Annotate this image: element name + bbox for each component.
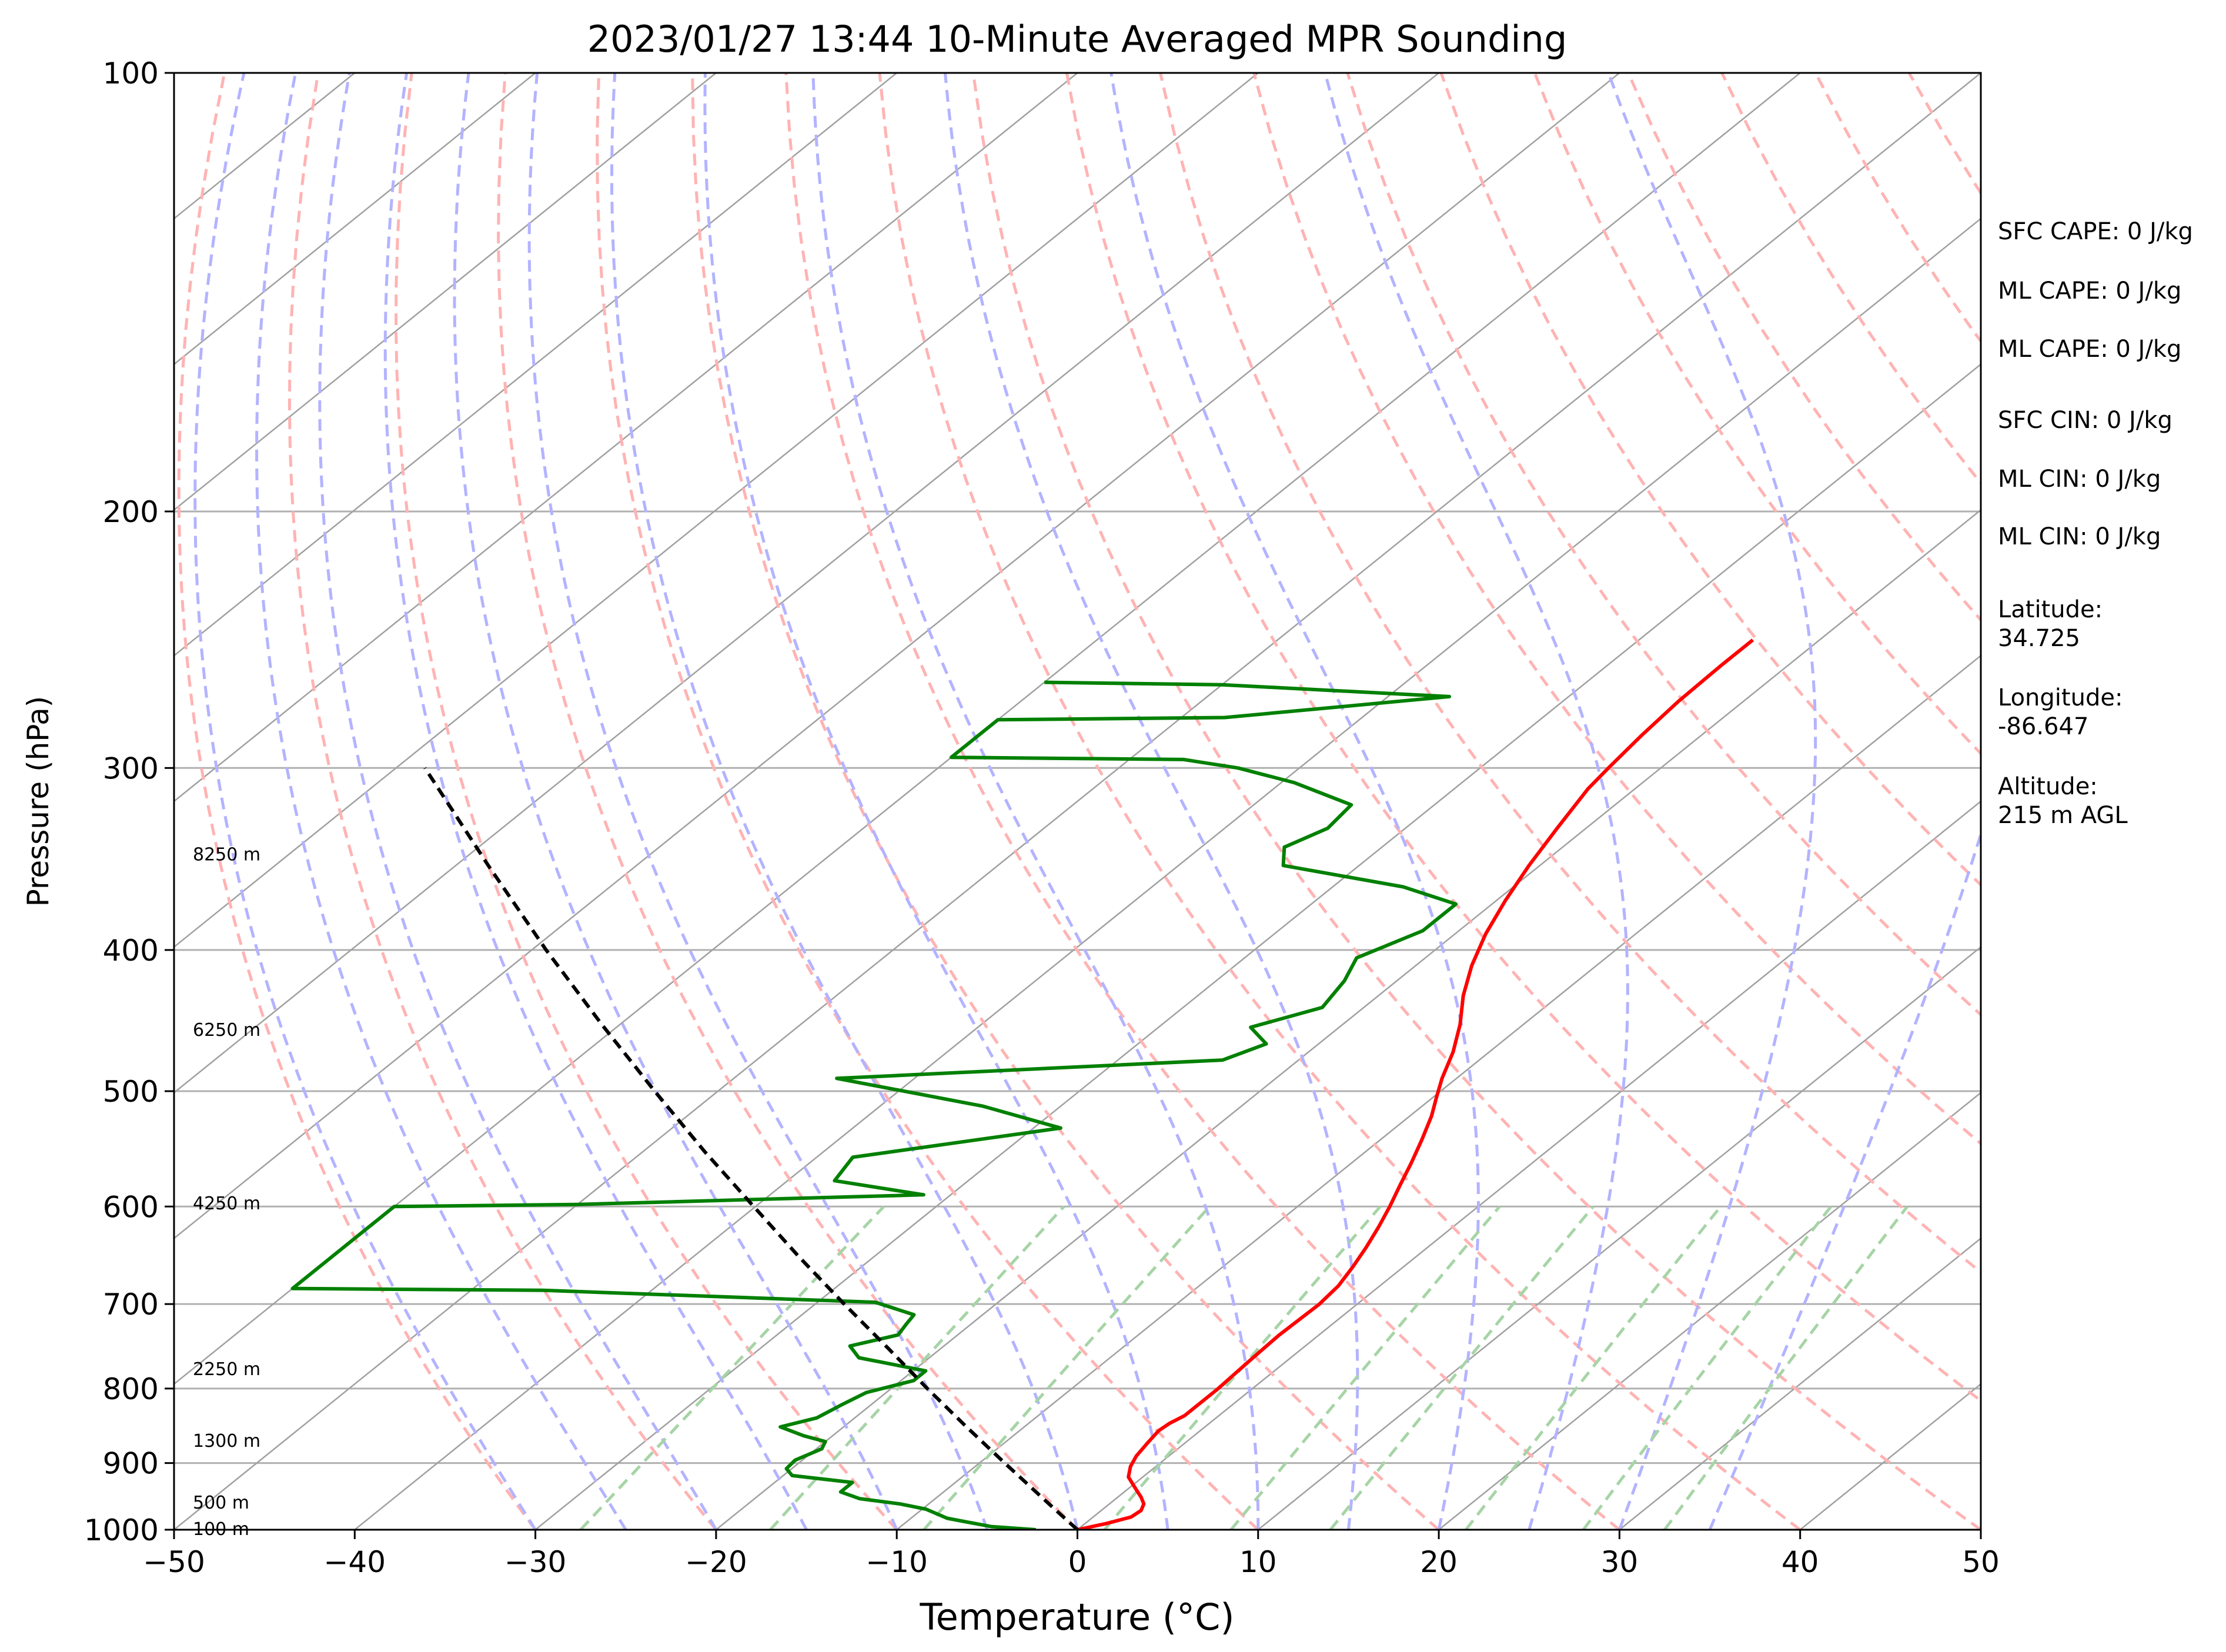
isotherm-line	[174, 73, 1620, 1240]
mixing-ratio-line	[579, 1205, 885, 1530]
dry-adiabat	[288, 73, 717, 1530]
mixing-ratio-line	[1229, 1205, 1501, 1530]
x-axis-label: Temperature (°C)	[919, 1596, 1234, 1638]
isotherm-line	[534, 363, 1981, 1530]
y-tick-label: 800	[103, 1372, 159, 1406]
isotherm-line	[174, 73, 536, 366]
parcel-path-trace	[423, 767, 1079, 1530]
temperature-trace	[1077, 638, 1754, 1530]
dewpoint-trace	[290, 680, 1458, 1530]
mixing-ratio-line	[1103, 1205, 1382, 1530]
isotherm-line	[174, 73, 717, 511]
moist-adiabat	[1607, 73, 1817, 1530]
chart-title: 2023/01/27 13:44 10-Minute Averaged MPR …	[587, 18, 1567, 61]
isotherm-line	[174, 73, 1259, 948]
moist-adiabat	[193, 73, 537, 1530]
moist-adiabat	[1109, 73, 1480, 1530]
isotherm-line	[174, 73, 1981, 1530]
moist-adiabat	[527, 73, 989, 1530]
height-label: 4250 m	[193, 1193, 260, 1214]
dry-adiabat	[1533, 73, 1981, 756]
dry-adiabat	[1346, 73, 1981, 1017]
x-tick-label: 20	[1420, 1545, 1458, 1579]
sounding-traces	[290, 638, 1754, 1530]
isotherm-line	[174, 73, 897, 657]
y-tick-label: 1000	[84, 1513, 159, 1547]
dry-adiabat	[1252, 73, 1981, 1146]
isotherm-line	[716, 509, 1981, 1530]
isotherm-line	[174, 73, 1078, 802]
isotherm-line	[1619, 1237, 1981, 1530]
info-line: Altitude: 215 m AGL	[1998, 773, 2128, 829]
x-axis-ticks: −50 −40 −30 −20 −10 0 10 20 30 40 50	[143, 1530, 2000, 1579]
x-tick-label: −40	[324, 1545, 386, 1579]
dry-adiabat	[1159, 73, 1981, 1274]
mixing-ratio-line	[1582, 1205, 1833, 1530]
height-label: 500 m	[193, 1493, 249, 1513]
x-tick-label: −20	[685, 1545, 747, 1579]
mixing-ratio-line	[769, 1205, 1065, 1530]
x-tick-label: 0	[1068, 1545, 1087, 1579]
y-tick-label: 100	[103, 56, 159, 91]
moist-adiabat	[383, 73, 808, 1530]
y-tick-label: 900	[103, 1447, 159, 1481]
isotherm-line	[354, 218, 1981, 1530]
mixing-ratio-line	[1329, 1205, 1595, 1530]
x-tick-label: −30	[504, 1545, 567, 1579]
info-line: ML CAPE: 0 J/kg	[1998, 277, 2181, 305]
height-label: 8250 m	[193, 845, 260, 865]
mixing-ratio-line	[1465, 1205, 1722, 1530]
y-axis-label: Pressure (hPa)	[21, 696, 55, 907]
dry-adiabat	[497, 73, 1079, 1530]
y-tick-label: 600	[103, 1190, 159, 1224]
y-tick-label: 700	[103, 1288, 159, 1322]
moist-adiabat	[811, 73, 1260, 1530]
dry-adiabat	[691, 73, 1440, 1530]
info-line: ML CIN: 0 J/kg	[1998, 523, 2161, 550]
dry-adiabat	[971, 73, 1981, 1530]
info-line: SFC CIN: 0 J/kg	[1998, 407, 2172, 434]
height-label: 2250 m	[193, 1359, 260, 1380]
isotherm-line	[174, 73, 1439, 1094]
dry-adiabat	[394, 73, 898, 1530]
mixing-ratio-line	[1663, 1205, 1909, 1530]
x-tick-label: 50	[1962, 1545, 2000, 1579]
moist-adiabat	[944, 73, 1359, 1530]
y-tick-label: 500	[103, 1075, 159, 1109]
info-line: ML CIN: 0 J/kg	[1998, 466, 2161, 493]
x-tick-label: −10	[865, 1545, 928, 1579]
y-tick-label: 300	[103, 751, 159, 785]
info-panel: SFC CAPE: 0 J/kg ML CAPE: 0 J/kg ML CAPE: …	[1998, 218, 2193, 829]
isotherm-line	[1438, 1091, 1981, 1530]
info-line: Latitude: 34.725	[1998, 596, 2103, 652]
moist-adiabat	[703, 73, 1169, 1530]
isotherm-line	[896, 654, 1981, 1530]
info-line: ML CAPE: 0 J/kg	[1998, 336, 2181, 363]
y-tick-label: 200	[103, 495, 159, 529]
height-label: 1300 m	[193, 1431, 260, 1452]
background-lines	[174, 73, 1981, 1530]
info-line: SFC CAPE: 0 J/kg	[1998, 218, 2193, 245]
dry-adiabat	[784, 73, 1620, 1530]
x-tick-label: 30	[1601, 1545, 1639, 1579]
mixing-ratio-line	[923, 1205, 1211, 1530]
moist-adiabat	[453, 73, 898, 1530]
moist-adiabat	[255, 73, 627, 1530]
height-label: 6250 m	[193, 1020, 260, 1041]
dry-adiabat	[878, 73, 1801, 1530]
moist-adiabat	[318, 73, 718, 1530]
isotherm-line	[1258, 946, 1981, 1530]
moist-adiabat	[610, 73, 1079, 1530]
y-tick-label: 400	[103, 934, 159, 968]
dry-adiabat	[1065, 73, 1981, 1403]
y-axis-ticks: 100 200 300 400 500 600 700 800 900 1000	[84, 56, 174, 1547]
info-line: Longitude: -86.647	[1998, 684, 2123, 740]
dry-adiabat	[177, 73, 537, 1530]
x-tick-label: 10	[1239, 1545, 1277, 1579]
isotherm-line	[1077, 800, 1981, 1530]
x-tick-label: −50	[143, 1545, 205, 1579]
x-tick-label: 40	[1782, 1545, 1819, 1579]
